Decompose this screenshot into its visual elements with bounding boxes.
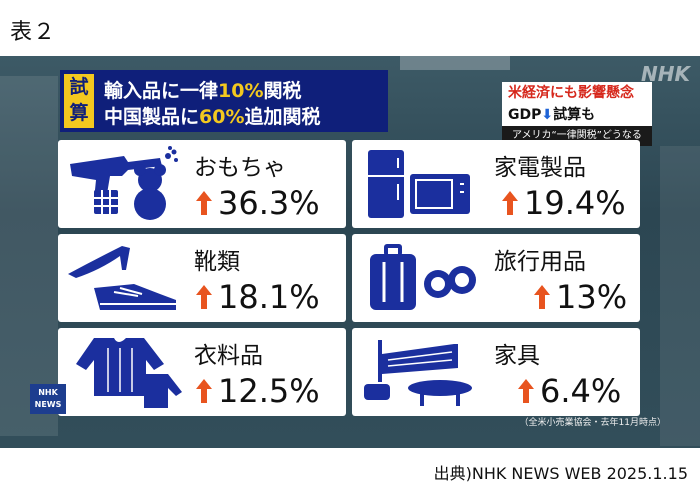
bed-table-icon xyxy=(364,340,472,406)
background-shelf xyxy=(660,146,700,446)
suitcase-binoculars-icon xyxy=(370,244,476,310)
heel-sneaker-icon xyxy=(68,246,176,310)
item-value-row: 6.4% xyxy=(518,374,621,408)
up-arrow-icon xyxy=(196,379,212,403)
news-frame: 試算 輸入品に一律10%関税 中国製品に60%追加関税 NHK 米経済にも影響懸… xyxy=(0,56,700,448)
item-value: 6.4% xyxy=(540,372,622,410)
item-label: 靴類 xyxy=(194,249,240,275)
item-value: 13% xyxy=(556,278,628,316)
item-value: 19.4% xyxy=(524,184,626,222)
item-card-furniture: 家具 6.4% xyxy=(352,328,640,416)
background-shelf xyxy=(400,56,510,70)
fridge-microwave-icon xyxy=(368,150,470,218)
source-credit: 出典)NHK NEWS WEB 2025.1.15 xyxy=(433,464,688,483)
sweater-icon xyxy=(76,338,182,408)
item-card-travel-goods: 旅行用品 13% xyxy=(352,234,640,322)
item-card-clothing: 衣料品 12.5% xyxy=(58,328,346,416)
item-label: 家具 xyxy=(494,343,540,369)
item-value-row: 36.3% xyxy=(196,186,320,220)
nhk-news-badge: NHK NEWS xyxy=(30,384,66,414)
item-value: 36.3% xyxy=(218,184,320,222)
side-caption-line-2: GDP⬇試算も xyxy=(502,104,652,126)
item-value: 12.5% xyxy=(218,372,320,410)
headline-box: 試算 輸入品に一律10%関税 中国製品に60%追加関税 xyxy=(60,70,388,132)
item-card-shoes: 靴類 18.1% xyxy=(58,234,346,322)
item-label: 衣料品 xyxy=(194,343,263,369)
item-label: おもちゃ xyxy=(194,155,286,181)
headline-line-1: 輸入品に一律10%関税 xyxy=(104,80,302,102)
item-card-toys: おもちゃ 36.3% xyxy=(58,140,346,228)
item-value-row: 18.1% xyxy=(196,280,320,314)
down-arrow-icon: ⬇ xyxy=(541,107,554,123)
headline-line-2: 中国製品に60%追加関税 xyxy=(104,106,321,128)
trial-tag: 試算 xyxy=(64,74,94,128)
item-value-row: 19.4% xyxy=(502,186,626,220)
up-arrow-icon xyxy=(196,285,212,309)
up-arrow-icon xyxy=(196,191,212,215)
figure-label: 表２ xyxy=(10,20,57,45)
up-arrow-icon xyxy=(534,285,550,309)
side-caption: 米経済にも影響懸念 GDP⬇試算も アメリカ“一律関税”どうなる xyxy=(502,82,652,146)
up-arrow-icon xyxy=(502,191,518,215)
item-label: 家電製品 xyxy=(494,155,586,181)
item-card-appliances: 家電製品 19.4% xyxy=(352,140,640,228)
side-caption-line-1: 米経済にも影響懸念 xyxy=(502,82,652,104)
item-value: 18.1% xyxy=(218,278,320,316)
toy-gun-teddy-bear-icon xyxy=(70,146,178,220)
up-arrow-icon xyxy=(518,379,534,403)
source-note: （全米小売業協会・去年11月時点） xyxy=(519,418,666,428)
background-shelf xyxy=(0,76,58,436)
item-label: 旅行用品 xyxy=(494,249,586,275)
item-value-row: 12.5% xyxy=(196,374,320,408)
item-value-row: 13% xyxy=(534,280,627,314)
